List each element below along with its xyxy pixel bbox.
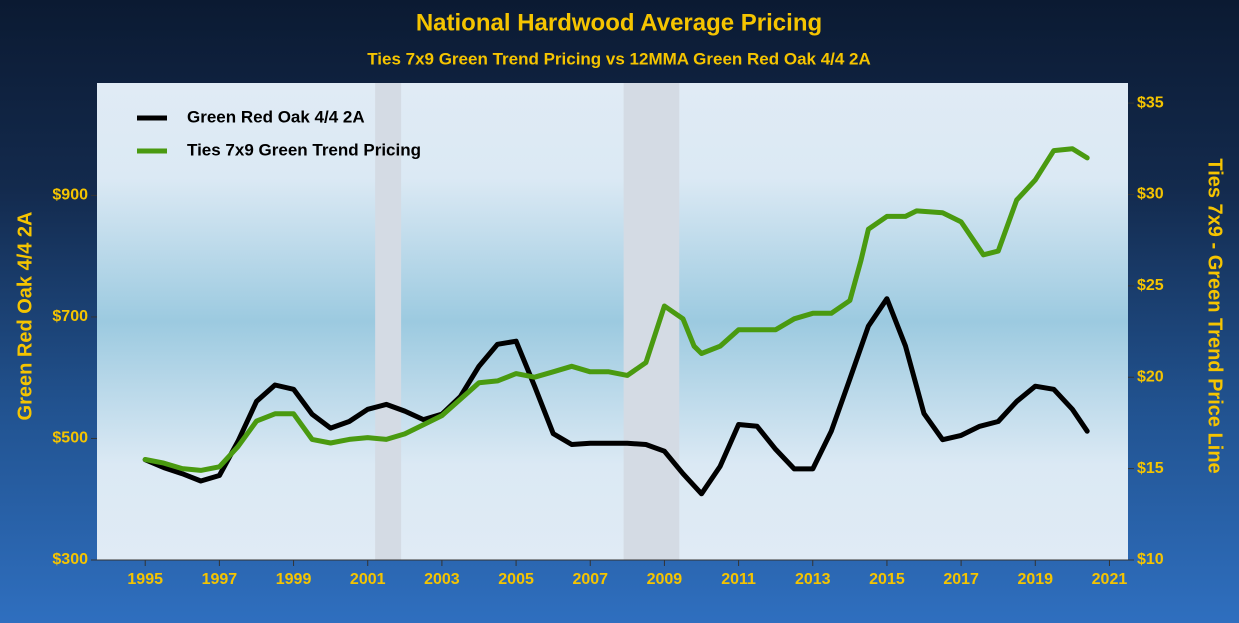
x-tick-label: 2003 [424,571,460,588]
y-tick-label: $500 [52,430,88,447]
x-tick-label: 2019 [1017,571,1053,588]
x-tick-label: 1995 [127,571,163,588]
series-line [142,146,1090,473]
y2-tick-label: $10 [1137,551,1164,568]
legend-label: Green Red Oak 4/4 2A [187,107,365,126]
x-tick-label: 2017 [943,571,979,588]
y2-tick-label: $30 [1137,186,1164,203]
shaded-period [623,83,680,560]
series-line [142,296,1090,497]
y2-tick-label: $20 [1137,368,1164,385]
x-tick-label: 2013 [795,571,831,588]
x-tick-label: 2005 [498,571,534,588]
chart-title: National Hardwood Average Pricing [416,9,822,36]
x-tick-label: 2015 [869,571,905,588]
plot-area [97,83,1128,560]
chart-subtitle: Ties 7x9 Green Trend Pricing vs 12MMA Gr… [367,49,871,68]
y2-tick-label: $25 [1137,277,1164,294]
y2-tick-label: $35 [1137,94,1164,111]
x-tick-label: 2011 [721,571,756,588]
x-tick-label: 2021 [1092,571,1128,588]
y2-tick-label: $15 [1137,460,1164,477]
y-tick-label: $900 [52,187,88,204]
x-tick-label: 2009 [647,571,683,588]
x-tick-label: 1999 [276,571,312,588]
y2-axis-label: Ties 7x9 - Green Trend Price Line [1204,158,1226,473]
y-axis-label: Green Red Oak 4/4 2A [14,212,36,421]
x-tick-label: 2001 [350,571,386,588]
x-tick-label: 1997 [202,571,238,588]
shaded-period [375,83,402,560]
y-tick-label: $300 [52,551,88,568]
x-tick-label: 2007 [572,571,608,588]
y-tick-label: $700 [52,308,88,325]
legend-label: Ties 7x9 Green Trend Pricing [187,140,421,159]
